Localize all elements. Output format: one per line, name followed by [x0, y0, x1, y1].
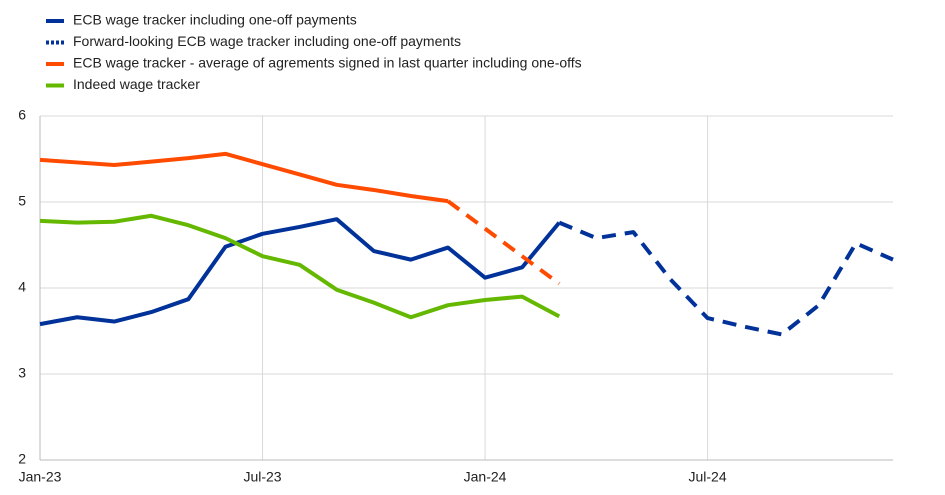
series-line — [558, 220, 894, 337]
series-line — [39, 217, 561, 327]
x-tick-label: Jul-24 — [688, 469, 726, 485]
series-line — [39, 213, 561, 320]
x-tick-label: Jan-23 — [19, 469, 62, 485]
legend-label: Forward-looking ECB wage tracker includi… — [73, 33, 461, 49]
y-tick-label: 6 — [18, 107, 26, 123]
legend-label: ECB wage tracker including one-off payme… — [73, 12, 357, 28]
legend-label: ECB wage tracker - average of agrements … — [73, 55, 582, 71]
series-line — [446, 199, 561, 286]
x-tick-label: Jul-23 — [243, 469, 281, 485]
y-tick-label: 5 — [18, 193, 26, 209]
y-tick-label: 4 — [18, 279, 26, 295]
legend-label: Indeed wage tracker — [73, 76, 200, 92]
x-tick-label: Jan-24 — [464, 469, 507, 485]
series-line — [39, 151, 449, 204]
y-tick-label: 2 — [18, 451, 26, 467]
y-tick-label: 3 — [18, 365, 26, 381]
